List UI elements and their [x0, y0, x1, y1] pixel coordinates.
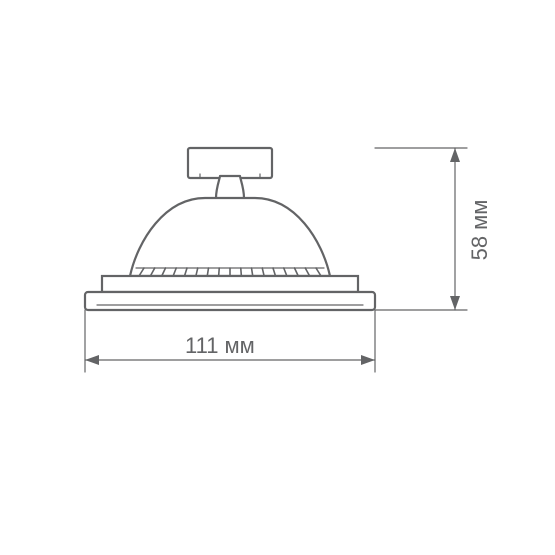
technical-drawing — [0, 0, 555, 555]
dimension-height-label: 58 мм — [467, 200, 493, 261]
diagram-stage: 111 мм 58 мм — [0, 0, 555, 555]
dimension-width-label: 111 мм — [185, 333, 255, 359]
